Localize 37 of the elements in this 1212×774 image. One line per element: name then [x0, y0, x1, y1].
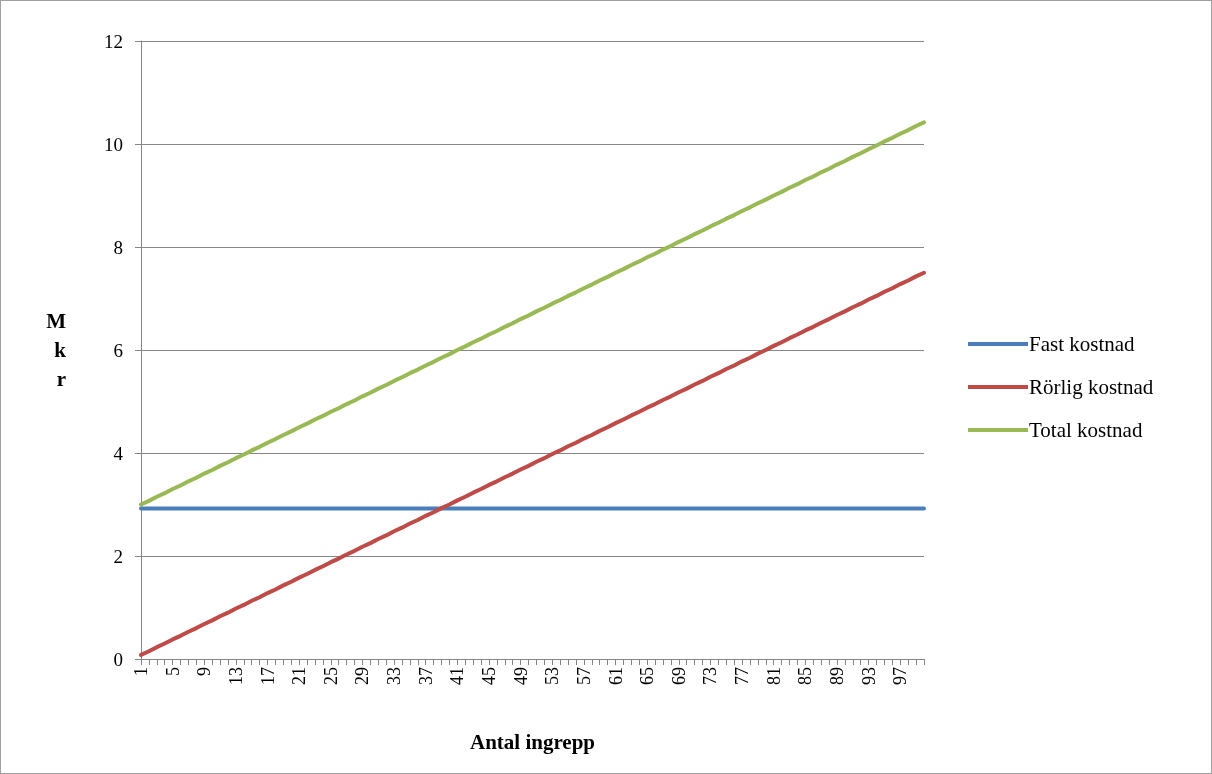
- legend-label: Fast kostnad: [1029, 332, 1136, 356]
- x-tick-label: 57: [573, 667, 594, 685]
- x-tick-label: 77: [732, 667, 753, 685]
- x-tick-label: 21: [289, 667, 310, 685]
- legend-label: Rörlig kostnad: [1029, 375, 1154, 399]
- x-tick-label: 53: [542, 667, 563, 685]
- x-axis-title: Antal ingrepp: [469, 729, 596, 754]
- y-tick-label: 12: [104, 30, 123, 52]
- x-tick-label: 41: [447, 667, 468, 685]
- y-tick-label: 2: [113, 545, 123, 567]
- x-tick-label: 89: [827, 667, 847, 685]
- x-tick-label: 85: [795, 667, 816, 685]
- y-axis-title: Mkr: [46, 309, 67, 391]
- y-tick-label: 10: [104, 133, 123, 155]
- x-tick-label: 81: [763, 667, 784, 685]
- x-tick-label: 9: [194, 667, 215, 676]
- x-tick-label: 69: [668, 667, 689, 685]
- x-tick-label: 17: [257, 667, 278, 685]
- y-tick-label: 4: [113, 442, 124, 464]
- x-tick-label: 65: [637, 667, 658, 685]
- x-tick-label: 61: [605, 667, 626, 685]
- x-tick-label: 73: [700, 667, 721, 685]
- x-tick-label: 37: [415, 667, 436, 685]
- x-tick-label: 49: [510, 667, 531, 685]
- x-tick-label: 25: [320, 667, 341, 685]
- y-tick-label: 0: [113, 648, 123, 670]
- x-tick-label: 33: [384, 667, 405, 685]
- x-tick-label: 13: [225, 667, 246, 685]
- y-tick-label: 8: [113, 236, 123, 258]
- y-tick-label: 6: [113, 339, 123, 361]
- x-tick-label: 93: [858, 667, 879, 685]
- x-tick-label: 97: [890, 667, 911, 685]
- x-tick-label: 29: [352, 667, 373, 685]
- x-tick-label: 45: [479, 667, 499, 685]
- x-tick-label: 5: [162, 667, 183, 676]
- legend-label: Total kostnad: [1029, 418, 1143, 442]
- x-tick-label: 1: [131, 667, 151, 676]
